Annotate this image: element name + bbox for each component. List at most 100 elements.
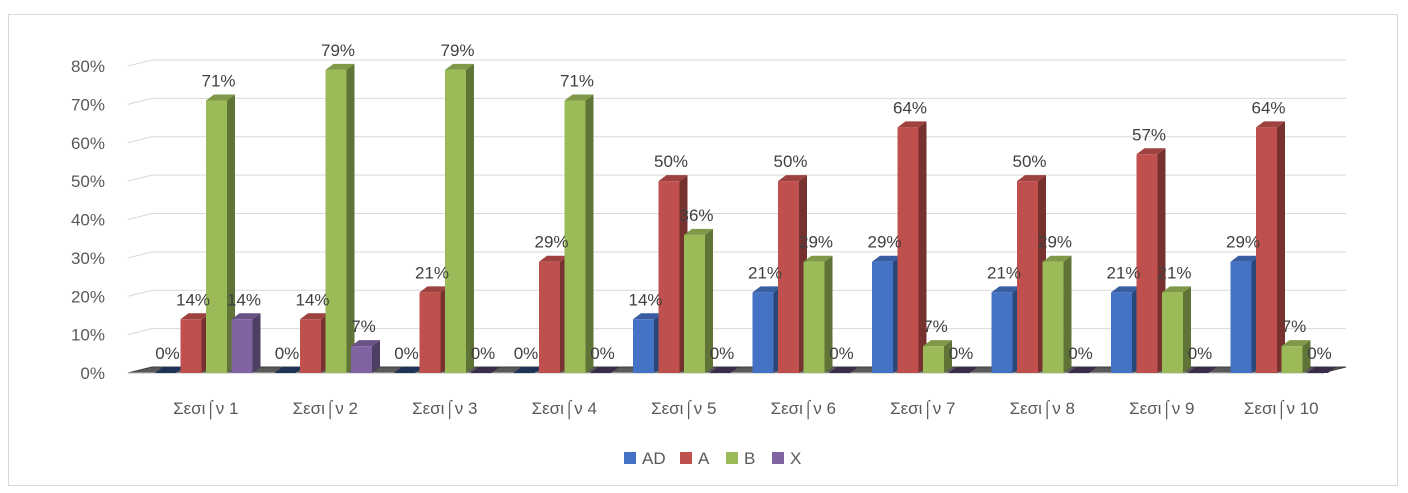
bar-flat [1068,367,1097,373]
bar-flat [1187,367,1217,373]
bar-X-9 [1187,367,1217,373]
bar-top [300,313,329,320]
bar-front [803,261,825,373]
gridline [127,251,1346,259]
data-label: 21% [987,263,1021,282]
y-tick-label: 60% [71,134,105,153]
bar-top [1256,121,1285,128]
bar-A-3 [419,286,449,373]
data-label: 29% [534,233,568,252]
legend-swatch [624,452,636,464]
bar-side [585,94,594,373]
bar-front [206,100,227,373]
category-label: Σεσι⌠ν 9 [1129,399,1194,420]
data-label: 50% [654,152,688,171]
bar-X-6 [829,367,858,373]
bar-top [897,121,927,128]
bar-B-4 [564,94,594,373]
bar-front [752,292,774,373]
category-label: Σεσι⌠ν 2 [293,399,358,420]
bar-side [918,121,927,374]
bar-B-6 [803,255,833,373]
data-label: 29% [867,233,901,252]
data-label: 21% [1106,263,1140,282]
bar-front [419,292,441,373]
bar-front [1042,261,1064,373]
bar-front [923,346,944,373]
bar-front [445,69,466,374]
bar-flat [155,367,184,373]
legend-item-X: X [772,449,801,468]
data-label: 50% [1012,152,1046,171]
bar-front [1281,346,1303,373]
bar-A-9 [1136,148,1166,373]
bar-flat [470,367,500,373]
legend-label: X [790,449,801,468]
bar-flat [394,367,423,373]
bar-side [944,340,952,373]
category-labels: Σεσι⌠ν 1 Σεσι⌠ν 2 Σεσι⌠ν 3 Σεσι⌠ν 4 Σεσι⌠ν 5… [173,399,1319,420]
y-tick-label: 80% [71,57,105,76]
category-label: Σεσι⌠ν 10 [1244,399,1319,420]
bar-front [872,261,893,373]
data-label: 64% [893,98,927,117]
bar-front [231,319,253,373]
data-label: 79% [440,41,474,60]
bar-A-4 [539,255,568,373]
data-label: 71% [201,72,235,91]
bar-top [231,313,261,320]
data-label: 14% [176,290,210,309]
data-label: 0% [590,344,615,363]
bar-top [923,340,952,347]
bar-front [325,69,347,374]
gridline [127,213,1346,220]
bar-B-3 [445,63,474,374]
y-axis-ticks: 0% 10% 20% 30% 40% 50% 60% 70% 80% [71,57,105,383]
data-label: 0% [1307,344,1332,363]
bar-top [752,286,782,293]
bar-B-10 [1281,340,1311,373]
bar-front [1256,127,1277,374]
y-tick-label: 40% [71,211,105,230]
bar-side [227,94,235,373]
bar-AD-1 [155,367,184,373]
data-label: 50% [773,152,807,171]
bar-X-5 [709,367,739,373]
bar-top [206,94,235,101]
bar-front [897,127,919,374]
data-label: 0% [471,344,496,363]
bar-top [564,94,594,101]
bar-B-1 [206,94,235,373]
bar-front [180,319,202,373]
data-label: 7% [1282,317,1307,336]
category-label: Σεσι⌠ν 1 [173,399,238,420]
bar-A-1 [180,313,210,373]
bar-top [658,175,688,182]
bar-flat [274,367,304,373]
category-label: Σεσι⌠ν 6 [771,399,836,420]
bar-top [325,63,355,70]
bar-front [1230,261,1252,373]
legend-swatch [680,452,692,464]
bar-front [539,261,560,373]
bar-A-10 [1256,121,1285,374]
data-label: 21% [1157,263,1191,282]
data-label: 29% [799,233,833,252]
data-label: 0% [514,344,539,363]
bar-B-9 [1162,286,1191,373]
bar-AD-8 [991,286,1021,373]
data-labels: 0%14%71%14%0%14%79%7%0%21%79%0% 0%29%71%0… [155,41,1332,363]
bar-side [252,313,261,373]
bar-top [633,313,662,320]
y-tick-label: 10% [71,326,105,345]
bar-X-4 [590,367,619,373]
bar-B-5 [684,228,713,373]
data-label: 0% [155,344,180,363]
bar-B-2 [325,63,355,374]
bar-A-2 [300,313,329,373]
bar-A-5 [658,175,688,373]
bar-front [658,181,680,373]
bar-X-10 [1307,367,1336,373]
bar-AD-10 [1230,255,1260,373]
